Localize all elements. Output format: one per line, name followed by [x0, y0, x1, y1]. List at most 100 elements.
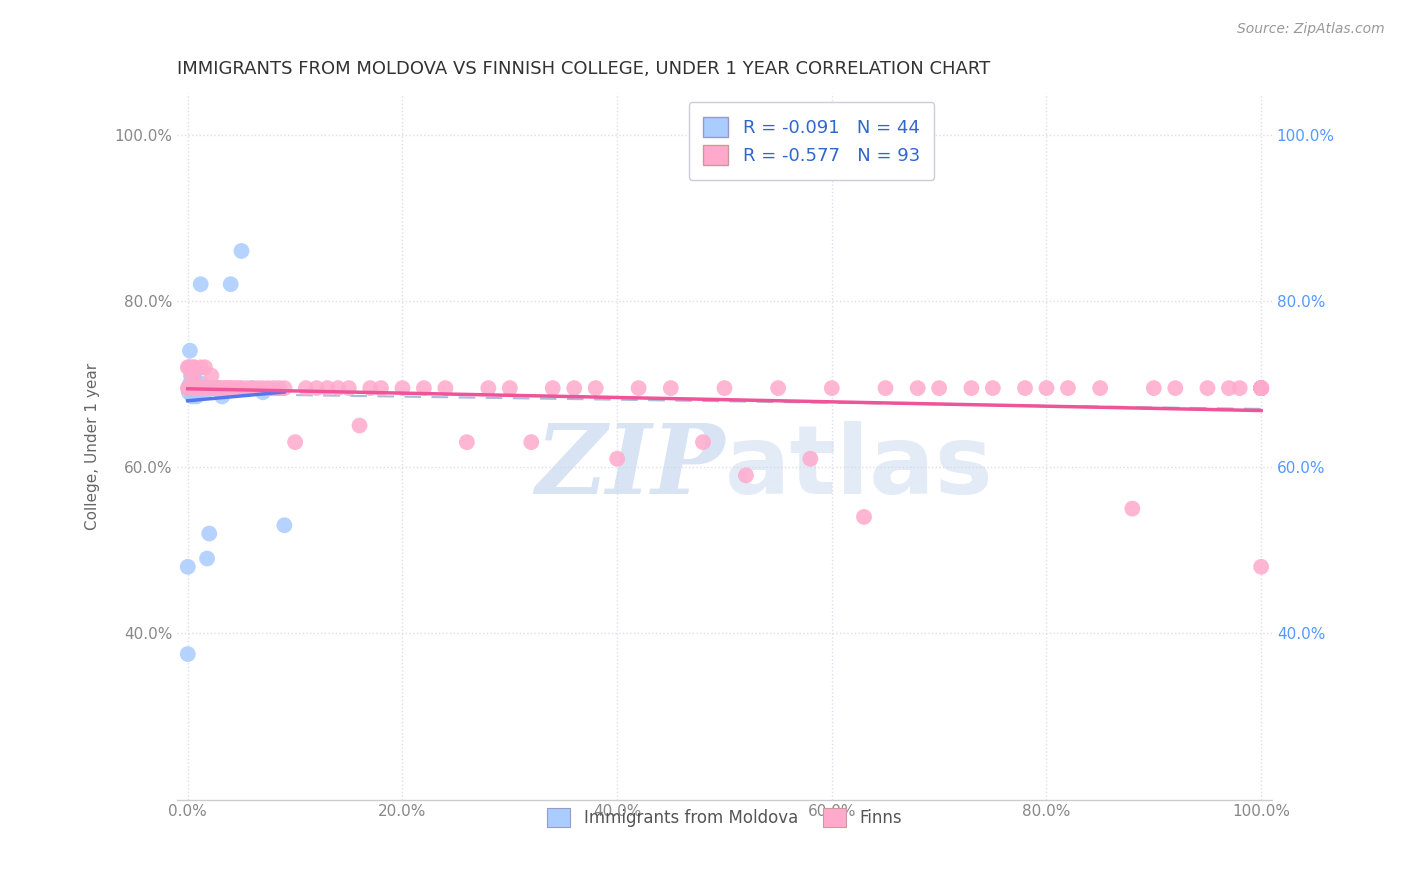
- Point: [284, 435, 307, 450]
- Point: [204, 381, 226, 395]
- Point: [236, 381, 259, 395]
- Point: [1250, 381, 1272, 395]
- Point: [179, 381, 201, 395]
- Point: [1250, 381, 1272, 395]
- Point: [184, 381, 207, 395]
- Point: [207, 381, 229, 395]
- Point: [190, 376, 212, 391]
- Point: [1250, 381, 1272, 395]
- Point: [252, 381, 274, 395]
- Point: [215, 381, 238, 395]
- Point: [208, 381, 231, 395]
- Text: IMMIGRANTS FROM MOLDOVA VS FINNISH COLLEGE, UNDER 1 YEAR CORRELATION CHART: IMMIGRANTS FROM MOLDOVA VS FINNISH COLLE…: [177, 60, 990, 78]
- Point: [177, 559, 200, 574]
- Text: Source: ZipAtlas.com: Source: ZipAtlas.com: [1237, 22, 1385, 37]
- Point: [263, 381, 285, 395]
- Point: [799, 451, 821, 466]
- Point: [627, 381, 650, 395]
- Point: [190, 381, 212, 395]
- Point: [211, 389, 233, 403]
- Point: [477, 381, 499, 395]
- Legend: Immigrants from Moldova, Finns: Immigrants from Moldova, Finns: [540, 801, 908, 834]
- Point: [186, 389, 208, 403]
- Point: [1035, 381, 1057, 395]
- Point: [179, 376, 201, 391]
- Point: [1250, 381, 1272, 395]
- Point: [541, 381, 564, 395]
- Y-axis label: College, Under 1 year: College, Under 1 year: [86, 363, 100, 530]
- Point: [853, 510, 876, 524]
- Point: [1088, 381, 1111, 395]
- Point: [1250, 559, 1272, 574]
- Point: [218, 381, 240, 395]
- Point: [195, 381, 218, 395]
- Point: [349, 418, 371, 433]
- Point: [585, 381, 607, 395]
- Point: [1250, 381, 1272, 395]
- Point: [316, 381, 339, 395]
- Point: [193, 381, 215, 395]
- Point: [735, 468, 758, 483]
- Point: [231, 381, 253, 395]
- Point: [1014, 381, 1036, 395]
- Point: [1197, 381, 1219, 395]
- Point: [184, 381, 207, 395]
- Point: [214, 381, 236, 395]
- Point: [177, 647, 200, 661]
- Point: [177, 360, 200, 375]
- Text: atlas: atlas: [724, 421, 993, 514]
- Point: [204, 381, 226, 395]
- Point: [960, 381, 983, 395]
- Point: [207, 381, 229, 395]
- Text: ZIP: ZIP: [534, 420, 724, 515]
- Point: [228, 381, 250, 395]
- Point: [179, 343, 201, 358]
- Point: [187, 381, 209, 395]
- Point: [198, 526, 221, 541]
- Point: [295, 381, 318, 395]
- Point: [928, 381, 950, 395]
- Point: [181, 385, 204, 400]
- Point: [180, 381, 202, 395]
- Point: [183, 368, 205, 383]
- Point: [1164, 381, 1187, 395]
- Point: [177, 385, 200, 400]
- Point: [184, 381, 207, 395]
- Point: [194, 385, 217, 400]
- Point: [181, 368, 204, 383]
- Point: [190, 277, 212, 292]
- Point: [1229, 381, 1251, 395]
- Point: [191, 381, 214, 395]
- Point: [1143, 381, 1166, 395]
- Point: [1250, 381, 1272, 395]
- Point: [766, 381, 789, 395]
- Point: [181, 389, 204, 403]
- Point: [562, 381, 585, 395]
- Point: [240, 381, 263, 395]
- Point: [200, 381, 222, 395]
- Point: [186, 381, 208, 395]
- Point: [211, 381, 233, 395]
- Point: [181, 381, 204, 395]
- Point: [190, 360, 212, 375]
- Point: [188, 381, 211, 395]
- Point: [1250, 381, 1272, 395]
- Point: [713, 381, 735, 395]
- Point: [195, 551, 218, 566]
- Point: [193, 381, 215, 395]
- Point: [252, 385, 274, 400]
- Point: [456, 435, 478, 450]
- Point: [359, 381, 381, 395]
- Point: [981, 381, 1004, 395]
- Point: [219, 277, 242, 292]
- Point: [257, 381, 280, 395]
- Point: [246, 381, 269, 395]
- Point: [305, 381, 328, 395]
- Point: [183, 381, 205, 395]
- Point: [186, 381, 208, 395]
- Point: [1218, 381, 1240, 395]
- Point: [225, 381, 247, 395]
- Point: [267, 381, 290, 395]
- Point: [200, 368, 222, 383]
- Point: [198, 381, 221, 395]
